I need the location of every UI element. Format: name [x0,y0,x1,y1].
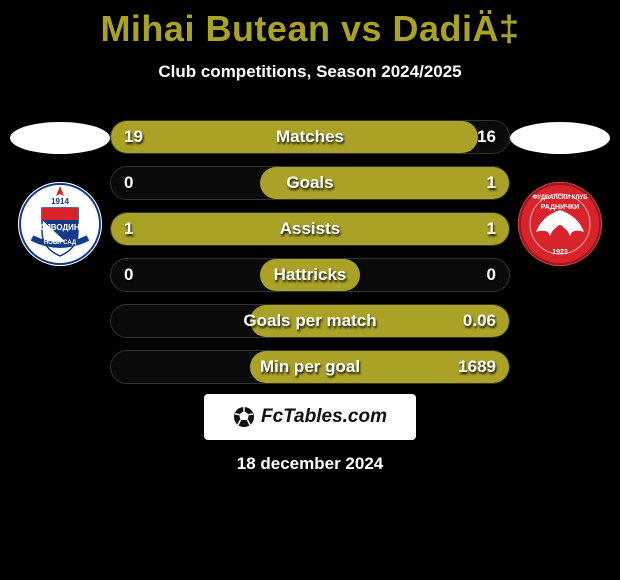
football-icon [233,406,255,428]
svg-text:1914: 1914 [51,197,69,206]
vs-label: vs [341,8,382,49]
stat-bar-left-fill [250,305,310,337]
stat-bar-bg [110,166,510,200]
svg-text:РАДНИЧКИ: РАДНИЧКИ [541,204,580,211]
stat-row: Assists11 [110,212,510,246]
crest-svg: 1914 ВОЈВОДИНА НОВИ САД [18,182,102,266]
stat-bar-right-fill [310,351,510,383]
brand-text: FcTables.com [261,406,387,428]
svg-text:ФУДБАЛСКИ КЛУБ: ФУДБАЛСКИ КЛУБ [532,195,588,201]
radnicki-crest: ФУДБАЛСКИ КЛУБ 1923 РАДНИЧКИ [518,182,602,266]
stat-row: Min per goal1689 [110,350,510,384]
stat-bar-bg [110,350,510,384]
right-player-silhouette [510,122,610,154]
stat-bar-right-fill [310,167,510,199]
fctables-brand-link[interactable]: FcTables.com [204,394,416,440]
vojvodina-crest: 1914 ВОЈВОДИНА НОВИ САД [18,182,102,266]
stat-bar-right-fill [310,121,478,153]
player-right-name: DadiÄ‡ [393,8,520,49]
stat-bar-right-fill [310,305,510,337]
stat-bar-right-fill [310,259,360,291]
stat-bar-bg [110,304,510,338]
stat-bar-bg [110,212,510,246]
left-player-silhouette [10,122,110,154]
left-player-column: 1914 ВОЈВОДИНА НОВИ САД [10,122,110,266]
player-left-name: Mihai Butean [100,8,330,49]
stat-bar-left-fill [110,121,310,153]
stat-bar-left-fill [260,167,310,199]
stat-bar-left-fill [250,351,310,383]
page-title: Mihai Butean vs DadiÄ‡ [0,8,620,50]
stat-bar-left-fill [110,213,310,245]
stat-bar-right-fill [310,213,510,245]
comparison-card: Mihai Butean vs DadiÄ‡ Club competitions… [0,0,620,580]
crest-svg: ФУДБАЛСКИ КЛУБ 1923 РАДНИЧКИ [518,182,602,266]
svg-text:ВОЈВОДИНА: ВОЈВОДИНА [35,223,86,232]
right-player-column: ФУДБАЛСКИ КЛУБ 1923 РАДНИЧКИ [510,122,610,266]
stats-container: Matches1916 Goals01 Assists11 Hattricks00 Go… [110,120,510,396]
stat-bar-bg [110,258,510,292]
stat-bar-bg [110,120,510,154]
stat-row: Goals01 [110,166,510,200]
date-label: 18 december 2024 [0,454,620,474]
stat-row: Goals per match0.06 [110,304,510,338]
svg-text:1923: 1923 [552,249,568,256]
stat-row: Hattricks00 [110,258,510,292]
stat-row: Matches1916 [110,120,510,154]
stat-bar-left-fill [260,259,310,291]
subtitle: Club competitions, Season 2024/2025 [0,62,620,82]
svg-text:НОВИ САД: НОВИ САД [44,240,77,246]
